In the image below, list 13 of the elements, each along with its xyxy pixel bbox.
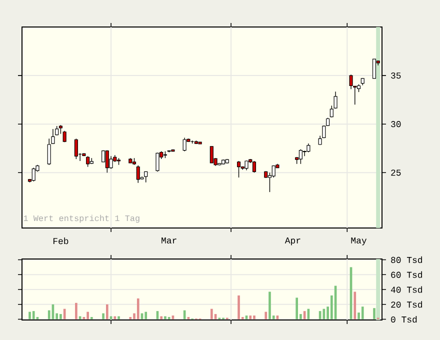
x-tick-label: Apr bbox=[284, 238, 300, 246]
y-tick-label: 25 bbox=[391, 170, 401, 176]
y-tick-label: 60 Tsd bbox=[391, 271, 422, 278]
annotation: 1 Wert entspricht 1 Tag bbox=[24, 214, 140, 223]
y-tick-label: 80 Tsd bbox=[391, 256, 422, 264]
y-tick-label: 30 bbox=[391, 121, 401, 128]
y-tick-label: 20 Tsd bbox=[391, 301, 422, 308]
y-tick-label: 40 Tsd bbox=[390, 286, 422, 293]
y-tick-label: 35 bbox=[391, 72, 401, 79]
x-tick-label: Feb bbox=[53, 238, 68, 244]
x-tick-label: Mar bbox=[162, 238, 176, 244]
x-tick-label: May bbox=[351, 238, 367, 246]
y-tick-label: 0 Tsd bbox=[391, 316, 417, 323]
